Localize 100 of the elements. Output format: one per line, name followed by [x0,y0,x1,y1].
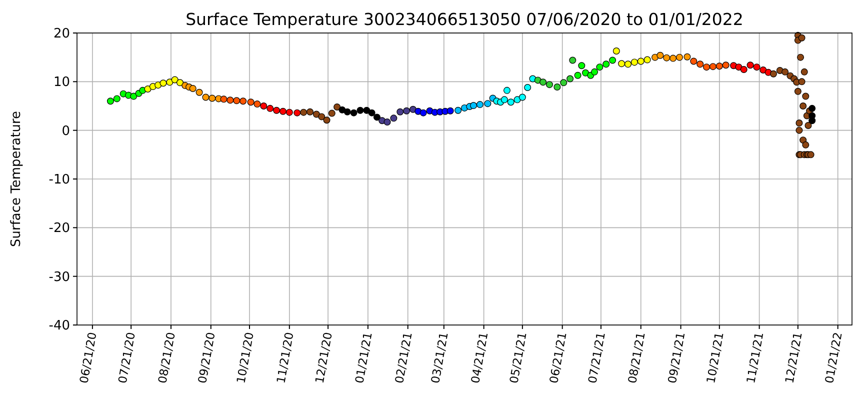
point [484,100,492,108]
x-tick-label: 12/21/20 [312,331,335,384]
point [684,53,691,60]
point [420,109,427,116]
y-tick-label: -30 [48,270,70,285]
point [254,100,261,108]
x-tick-label: 04/21/21 [468,331,491,384]
point [753,64,760,71]
point [279,108,286,115]
point [503,86,510,94]
point [804,122,812,129]
point [800,102,807,110]
point [602,60,610,68]
point [524,84,532,92]
point [656,52,664,59]
x-tick-label: 01/21/21 [352,331,375,384]
point [798,34,806,42]
point [350,109,358,116]
point [189,84,196,92]
x-tick-label: 12/21/21 [782,331,805,384]
point [286,108,293,116]
point [670,54,677,62]
point [507,98,514,106]
point [630,58,638,66]
point [770,70,777,78]
x-tick-label: 08/21/20 [155,331,178,384]
point [470,102,478,110]
point [166,78,174,86]
point [344,108,351,116]
point [612,48,620,55]
x-tick-label: 03/21/21 [428,331,451,384]
point [518,94,526,101]
point [312,110,320,118]
point [113,95,120,102]
x-tick-label: 07/21/21 [585,331,608,384]
y-tick-label: -10 [48,172,70,188]
point [722,62,730,69]
point [306,108,314,116]
point [554,84,561,91]
point [663,54,670,62]
point [446,107,454,114]
point [106,98,114,105]
point [403,107,410,114]
point [716,62,723,70]
x-tick-label: 05/21/21 [506,331,530,384]
point [410,106,417,113]
point [176,79,184,86]
point [390,114,398,122]
point [782,68,789,76]
point [384,118,391,126]
point [202,94,210,101]
x-tick-label: 06/21/20 [76,331,100,384]
point [798,78,806,86]
point [802,92,810,100]
x-tick-label: 01/21/22 [822,331,845,384]
point [676,54,683,61]
point [476,101,484,108]
x-tick-label: 09/21/20 [195,331,218,384]
point [160,80,167,87]
point [760,66,767,74]
point [220,96,228,103]
x-tick-label: 11/21/21 [744,331,766,384]
point [637,58,644,65]
x-tick-label: 06/21/21 [546,331,570,384]
point [609,56,616,64]
point [574,72,582,79]
point [363,106,370,114]
y-tick-label: 0 [62,124,70,139]
point [746,62,754,69]
y-tick-label: -40 [48,318,70,334]
x-tick-label: 10/21/21 [704,331,726,384]
point [368,109,376,116]
x-tick-label: 11/21/20 [274,331,296,384]
point [690,58,698,65]
point [797,54,804,61]
point [794,88,802,95]
point [644,56,651,64]
point [560,79,568,86]
point [240,98,247,105]
point [226,96,234,104]
y-axis-title: Surface Temperature [9,110,24,248]
point [154,82,162,89]
point [735,64,742,71]
point [800,68,808,76]
point [796,120,803,127]
point [233,97,240,104]
x-tick-label: 07/21/20 [115,331,138,384]
point [596,64,604,71]
x-tick-label: 08/21/21 [625,331,648,384]
point [500,96,508,104]
point [273,106,280,114]
point [578,62,586,70]
point [171,76,178,84]
point [328,110,336,117]
point [546,81,553,88]
point [740,66,748,73]
point [566,75,574,82]
point [373,114,380,121]
point [130,92,138,100]
point [696,60,704,68]
